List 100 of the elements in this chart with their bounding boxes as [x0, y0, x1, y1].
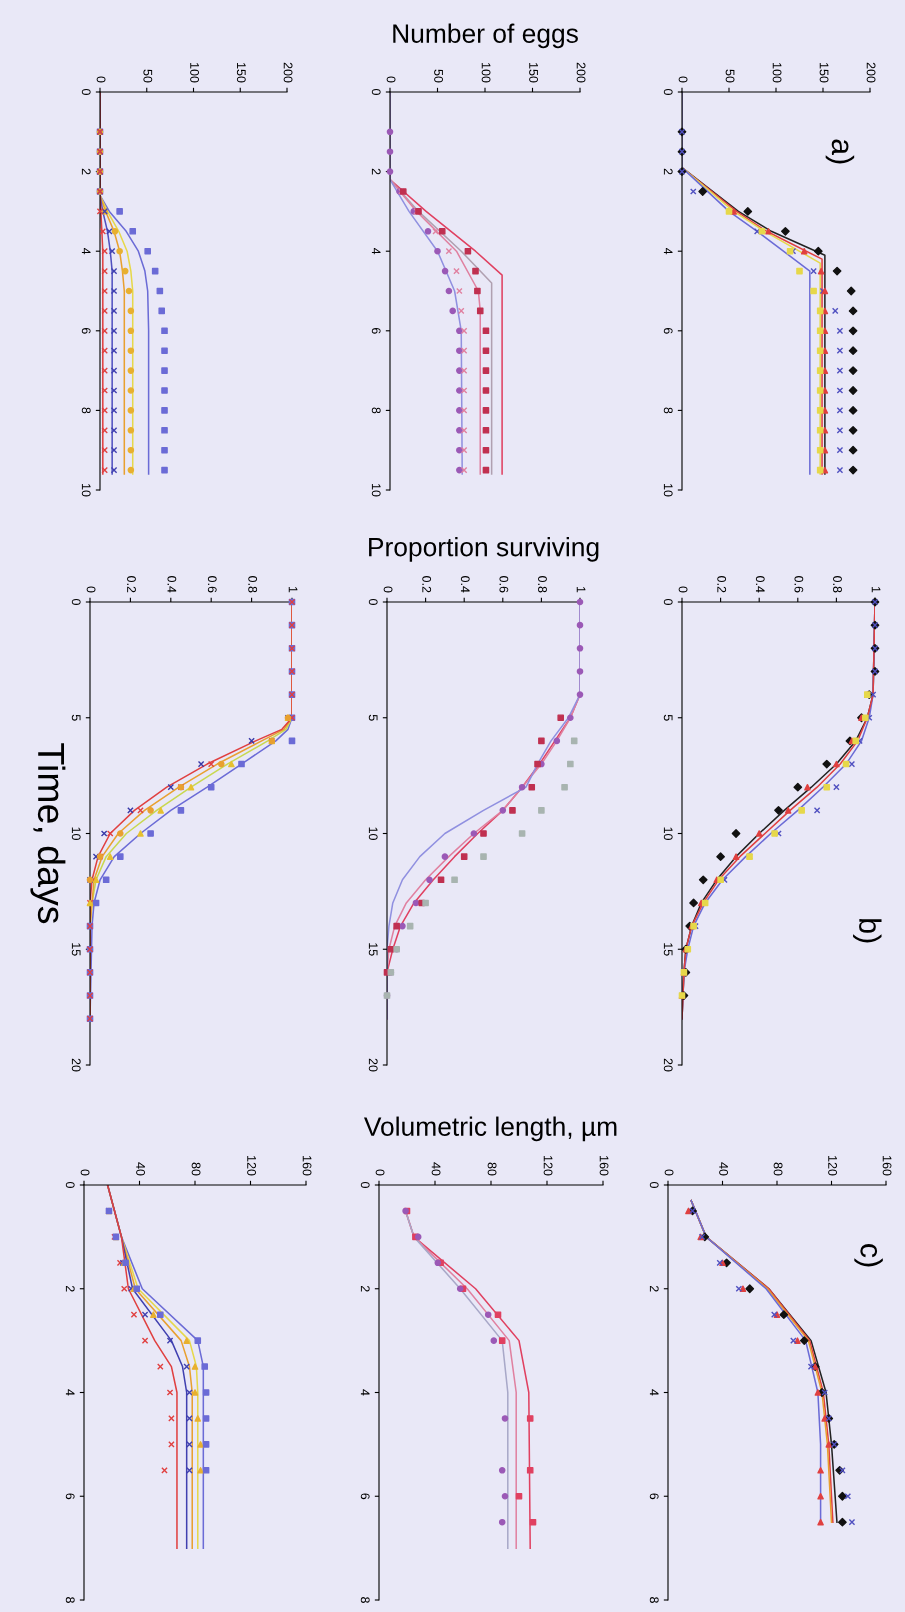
y-tick-label: 2 [371, 168, 381, 175]
x-tick-label: 0 [678, 586, 688, 593]
x-tick-label: 150 [819, 63, 829, 83]
y-tick-label: 20 [663, 1058, 673, 1072]
x-tick-label: 150 [529, 63, 538, 83]
text: c) [854, 1244, 883, 1267]
x-tick-label: 0.6 [794, 576, 804, 593]
y-tick-label: 5 [368, 714, 378, 721]
x-tick-label: 200 [283, 62, 293, 83]
x-tick-label: 160 [882, 1156, 892, 1176]
y-tick-label: 4 [65, 1389, 75, 1396]
x-tick-label: 0 [383, 586, 393, 593]
x-tick-label: 40 [719, 1162, 728, 1176]
x-axis-title: Volumetric length, µm [363, 1116, 617, 1142]
x-tick-label: 0.2 [127, 576, 136, 593]
x-tick-label: 0.4 [755, 576, 765, 593]
y-tick-label: 4 [360, 1389, 370, 1396]
x-tick-label: 1 [576, 586, 586, 593]
y-tick-label: 0 [649, 1182, 659, 1188]
x-tick-label: 0.2 [717, 576, 727, 593]
x-tick-label: 0 [386, 76, 396, 83]
x-tick-label: 0.2 [422, 576, 432, 593]
y-tick-label: 4 [371, 248, 381, 255]
y-tick-label: 10 [71, 827, 81, 840]
y-tick-label: 15 [71, 943, 81, 956]
y-tick-label: 4 [81, 248, 91, 255]
x-tick-label: 100 [190, 63, 199, 83]
x-tick-label: 0.4 [167, 576, 177, 593]
y-tick-label: 0 [81, 89, 91, 95]
x-tick-label: 40 [431, 1162, 441, 1176]
x-tick-label: 50 [143, 69, 153, 83]
x-tick-label: 160 [599, 1156, 609, 1176]
y-tick-label: 0 [65, 1182, 75, 1188]
y-tick-label: 8 [360, 1597, 370, 1603]
x-tick-label: 0.8 [248, 576, 258, 593]
x-tick-label: 1 [288, 586, 298, 593]
y-tick-label: 10 [371, 484, 381, 497]
x-tick-label: 0 [678, 76, 688, 83]
x-tick-label: 120 [543, 1156, 553, 1176]
y-tick-label: 6 [360, 1493, 370, 1500]
y-tick-label: 6 [649, 1493, 659, 1500]
y-tick-label: 2 [360, 1285, 370, 1292]
y-tick-label: 5 [663, 714, 673, 721]
x-tick-label: 40 [136, 1162, 145, 1176]
x-axis-title: Proportion surviving [369, 537, 599, 562]
y-tick-label: 4 [663, 248, 673, 255]
x-tick-label: 150 [236, 63, 246, 83]
y-tick-label: 8 [81, 407, 91, 414]
y-tick-label: 10 [663, 827, 673, 840]
x-axis-title: Number of eggs [393, 23, 578, 49]
x-tick-label: 1 [871, 586, 881, 593]
x-tick-label: 0.8 [538, 576, 547, 593]
y-tick-label: 15 [368, 943, 378, 956]
y-tick-label: 6 [371, 327, 381, 334]
x-tick-label: 100 [481, 63, 491, 83]
y-tick-label: 0 [663, 89, 673, 95]
y-tick-label: 0 [360, 1182, 370, 1188]
y-tick-label: 8 [663, 407, 673, 414]
x-tick-label: 50 [725, 69, 735, 83]
y-tick-label: 15 [663, 943, 673, 956]
y-tick-label: 20 [71, 1058, 81, 1072]
text: a) [825, 139, 855, 164]
y-tick-label: 20 [368, 1058, 378, 1072]
y-tick-label: 0 [663, 599, 673, 605]
x-tick-label: 80 [773, 1162, 783, 1176]
y-axis-title: Time, days [30, 743, 66, 924]
x-tick-label: 0.6 [207, 576, 217, 593]
y-tick-label: 6 [65, 1493, 75, 1500]
y-tick-label: 4 [649, 1389, 659, 1396]
x-tick-label: 200 [576, 62, 586, 83]
x-tick-label: 160 [302, 1156, 312, 1176]
y-tick-label: 2 [663, 168, 673, 175]
x-tick-label: 0.8 [833, 576, 842, 593]
y-tick-label: 6 [663, 327, 673, 334]
x-tick-label: 120 [828, 1156, 837, 1176]
x-tick-label: 80 [191, 1162, 201, 1176]
x-tick-label: 0 [96, 76, 106, 83]
y-tick-label: 8 [649, 1597, 659, 1603]
x-tick-label: 120 [247, 1156, 256, 1176]
y-tick-label: 10 [81, 484, 91, 497]
y-tick-label: 0 [368, 599, 378, 605]
y-tick-label: 5 [71, 714, 81, 721]
x-tick-label: 0.6 [499, 576, 509, 593]
x-tick-label: 100 [772, 63, 782, 83]
y-tick-label: 10 [368, 827, 378, 840]
x-tick-label: 80 [487, 1162, 497, 1176]
x-tick-label: 0 [86, 586, 96, 593]
x-tick-label: 0.4 [460, 576, 470, 593]
y-tick-label: 8 [65, 1597, 75, 1603]
y-tick-label: 10 [663, 484, 673, 497]
text: b) [853, 919, 882, 943]
y-tick-label: 2 [81, 168, 91, 175]
x-tick-label: 50 [434, 69, 443, 83]
y-tick-label: 2 [65, 1285, 75, 1292]
y-tick-label: 0 [71, 599, 81, 605]
y-tick-label: 0 [371, 89, 381, 95]
y-tick-label: 6 [81, 327, 91, 334]
x-tick-label: 200 [866, 62, 876, 83]
y-tick-label: 8 [371, 407, 381, 414]
y-tick-label: 2 [649, 1285, 659, 1292]
